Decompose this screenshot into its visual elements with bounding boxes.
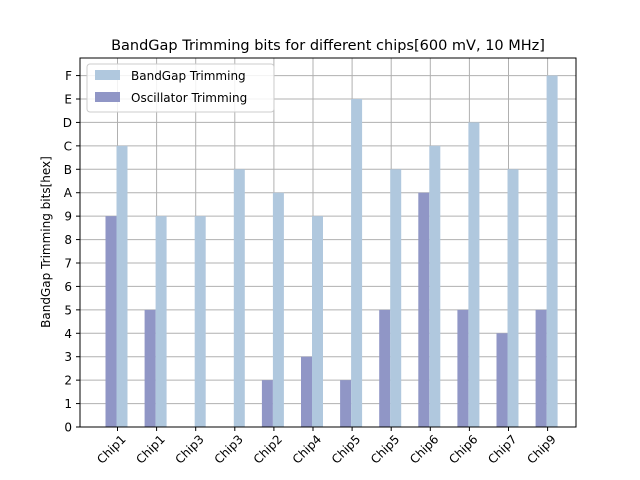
legend-swatch-oscillator [95, 92, 120, 102]
x-tick-label: Chip6 [446, 432, 480, 466]
bar-bandgap [351, 99, 363, 427]
legend-label-bandgap: BandGap Trimming [131, 69, 246, 83]
legend-swatch-bandgap [95, 70, 120, 80]
x-tick-label: Chip3 [172, 432, 206, 466]
bar-bandgap [429, 145, 441, 427]
bar-oscillator [457, 309, 469, 427]
y-tick-label: 9 [64, 210, 72, 224]
legend-box [86, 63, 275, 113]
bar-oscillator [496, 333, 508, 427]
x-tick-label: Chip2 [251, 432, 285, 466]
bars [105, 75, 558, 428]
bar-bandgap [546, 75, 558, 428]
bar-bandgap [155, 216, 167, 427]
bar-oscillator [261, 380, 273, 427]
bar-bandgap [390, 169, 402, 428]
bar-bandgap [312, 216, 323, 427]
bar-bandgap [233, 169, 245, 428]
bar-oscillator [418, 192, 430, 427]
y-tick-label: 2 [64, 374, 72, 388]
plot-frame [79, 57, 577, 428]
x-tick-label: Chip3 [212, 432, 246, 466]
x-tick-label: Chip5 [329, 432, 363, 466]
y-tick-label: 1 [64, 397, 72, 411]
y-tick-label: C [64, 139, 72, 153]
bar-oscillator [535, 309, 547, 427]
x-tick-label: Chip7 [485, 432, 519, 466]
y-tick-label: 6 [64, 280, 72, 294]
y-tick-label: D [63, 116, 72, 130]
legend-label-oscillator: Oscillator Trimming [131, 91, 247, 105]
y-tick-label: B [64, 163, 72, 177]
legend: BandGap Trimming Oscillator Trimming [86, 63, 275, 113]
x-tick-label: Chip9 [524, 432, 558, 466]
bar-bandgap [116, 145, 128, 427]
bar-bandgap [272, 192, 284, 427]
y-tick-label: 3 [64, 350, 72, 364]
y-tick-label: 5 [64, 303, 72, 317]
y-axis-label: BandGap Trimming bits[hex] [39, 156, 53, 328]
y-tick-label: 7 [64, 257, 72, 271]
chart-title: BandGap Trimming bits for different chip… [111, 38, 545, 54]
x-tick-label: Chip5 [368, 432, 402, 466]
bar-bandgap [194, 216, 206, 427]
y-tick-label: 4 [64, 327, 72, 341]
x-tick-label: Chip1 [94, 432, 128, 466]
bar-oscillator [340, 380, 352, 427]
bar-oscillator [144, 309, 156, 427]
x-tick-label: Chip4 [290, 432, 324, 466]
bar-oscillator [301, 356, 312, 427]
y-tick-label: F [65, 69, 72, 83]
x-tick-label: Chip6 [407, 432, 441, 466]
bar-oscillator [379, 309, 391, 427]
y-tick-label: E [64, 93, 72, 107]
bar-oscillator [105, 216, 117, 427]
bar-bandgap [468, 122, 480, 427]
bar-bandgap [507, 169, 519, 428]
x-tick-label: Chip1 [133, 432, 167, 466]
y-tick-label: 0 [64, 421, 72, 435]
y-tick-label: 8 [64, 233, 72, 247]
x-axis: Chip1 Chip1 Chip3 Chip3 Chip2 Chip4 Chip5 Chip5… [94, 427, 559, 467]
y-tick-label: A [64, 186, 73, 200]
